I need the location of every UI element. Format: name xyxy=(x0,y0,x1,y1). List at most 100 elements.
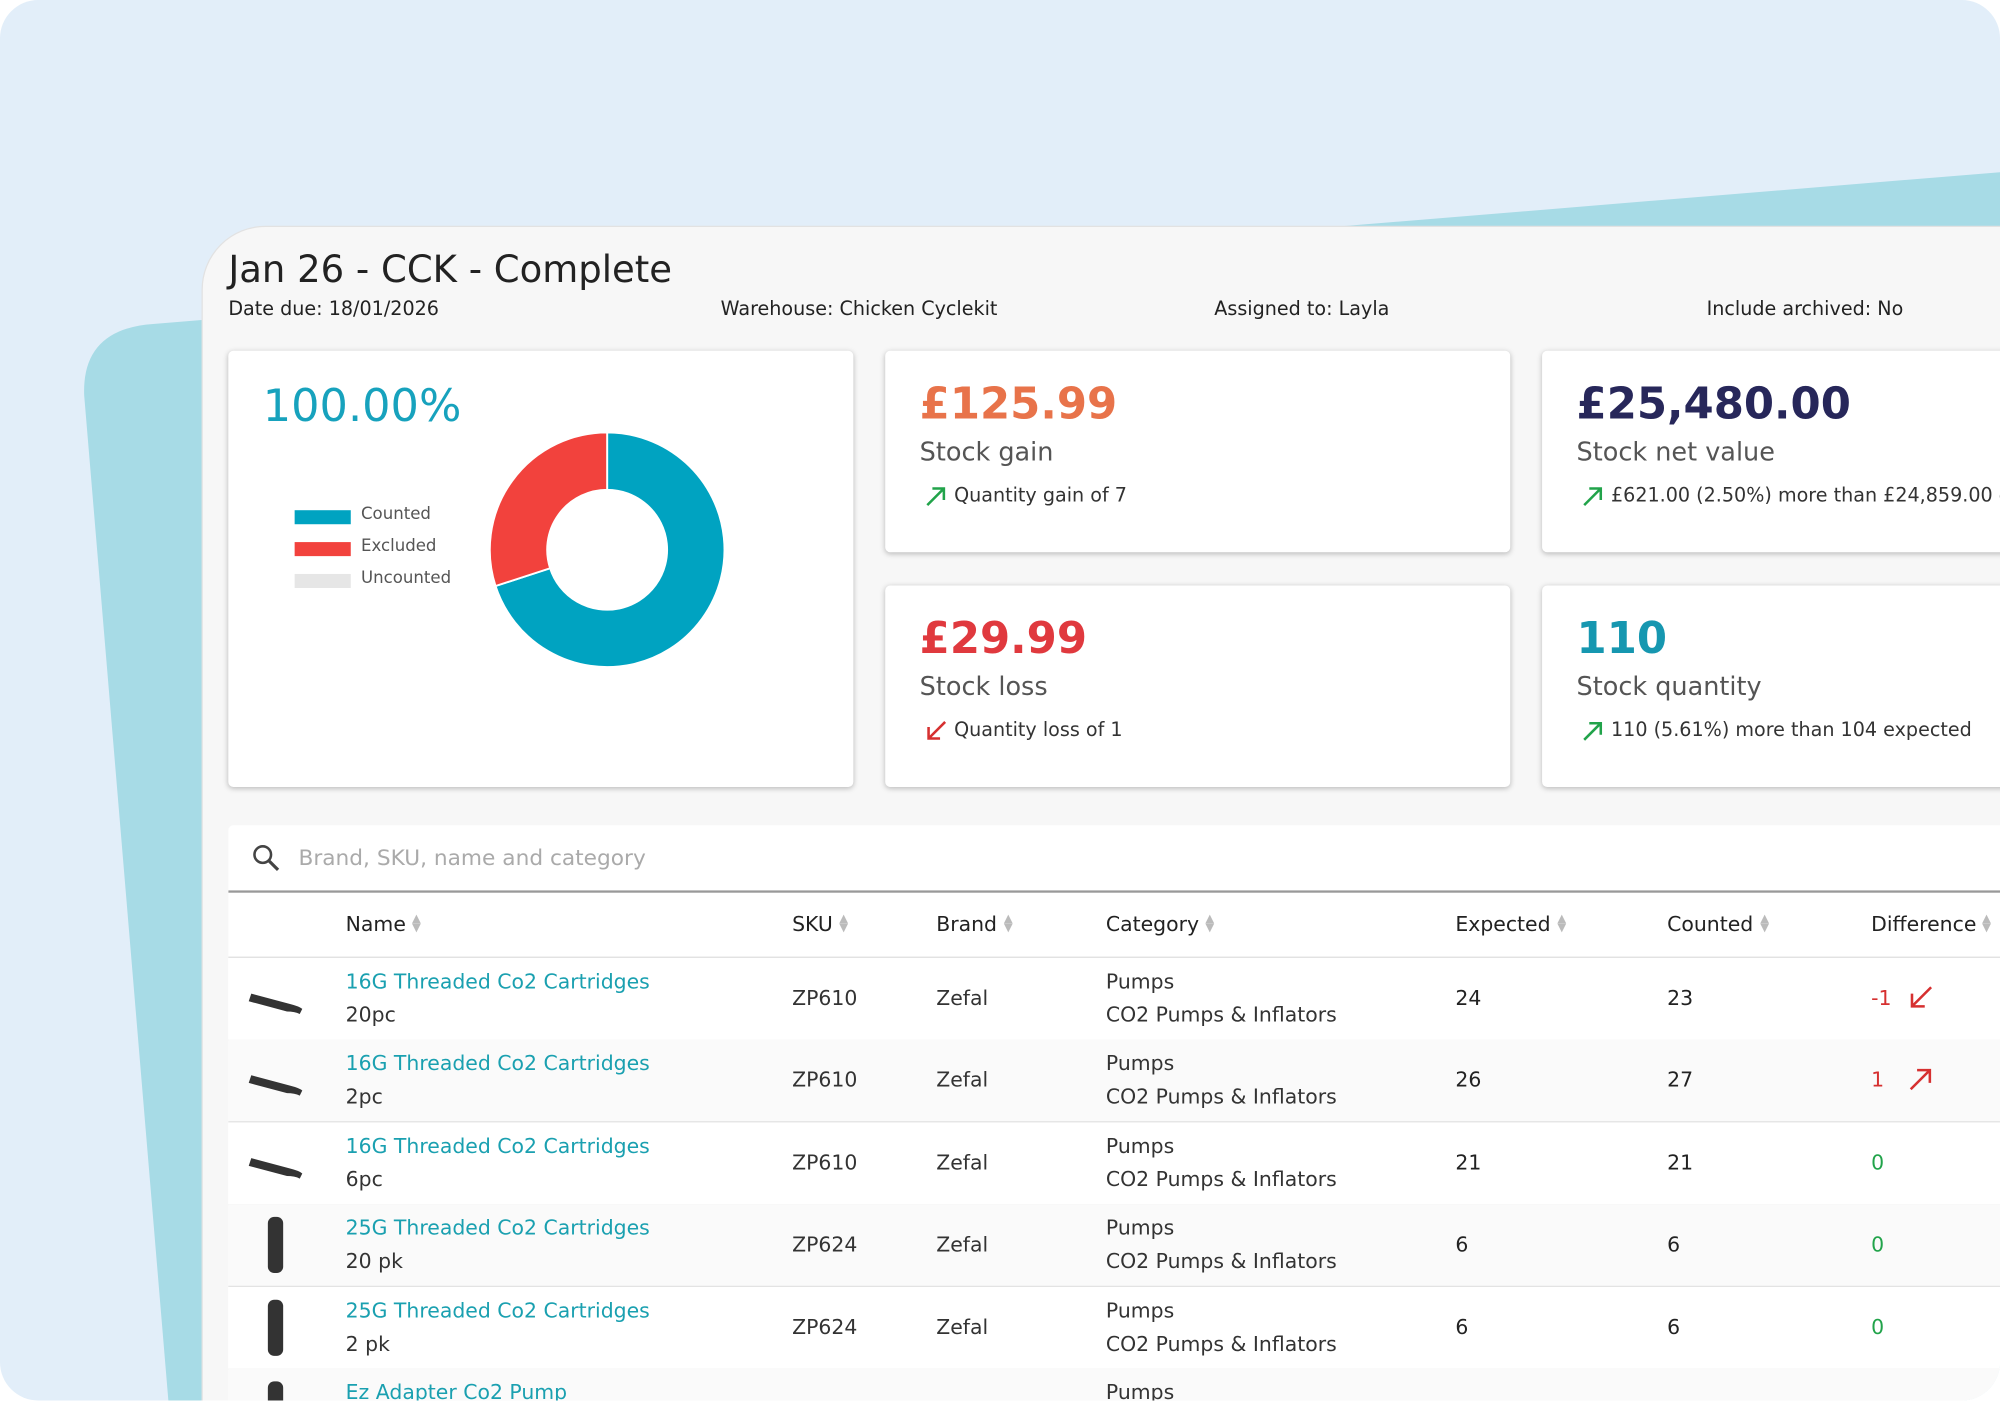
cell-expected: 24 xyxy=(1455,985,1482,1011)
cell-counted: 27 xyxy=(1667,1068,1694,1093)
search-bar: Brand, SKU, name and category xyxy=(228,825,2000,893)
product-variant: 2 pk xyxy=(345,1331,390,1356)
arrow-shape xyxy=(1909,1069,1932,1091)
product-name[interactable]: 16G Threaded Co2 Cartridges xyxy=(345,969,650,994)
donut-segment xyxy=(494,431,726,668)
progress-card: 100.00% Counted Excluded Uncounted xyxy=(228,350,854,787)
product-image xyxy=(248,993,303,1015)
cell-expected: 6 xyxy=(1455,1232,1469,1257)
cell-sku: ZP624 xyxy=(792,1232,858,1257)
column-header[interactable]: Counted xyxy=(1667,911,1754,937)
product-name[interactable]: 25G Threaded Co2 Cartridges xyxy=(345,1297,650,1323)
cell-subcategory: CO2 Pumps & Inflators xyxy=(1105,1002,1337,1027)
legend-label: Excluded xyxy=(360,536,437,557)
product-image xyxy=(248,1075,303,1097)
arrow-shape xyxy=(927,721,947,740)
product-name[interactable]: 25G Threaded Co2 Cartridges xyxy=(345,1215,650,1241)
table-header-row xyxy=(228,893,2000,958)
cell-category: Pumps xyxy=(1105,969,1175,994)
cartridge-icon xyxy=(248,1157,303,1179)
cell-category: Pumps xyxy=(1105,1133,1175,1158)
stat-note: Quantity gain of 7 xyxy=(954,483,1127,507)
trend-arrow xyxy=(1583,721,1603,741)
cartridge-icon xyxy=(267,1381,284,1401)
stat-value: £25,480.00 xyxy=(1576,378,1851,430)
stat-note: 110 (5.61%) more than 104 expected xyxy=(1610,718,1972,742)
table-row xyxy=(228,1040,2000,1123)
stat-value: £125.99 xyxy=(919,378,1118,430)
stat-label: Stock quantity xyxy=(1576,670,1762,702)
meta-archived: Include archived: No xyxy=(1706,297,1904,321)
difference-arrow xyxy=(1910,986,1933,1008)
cell-counted: 6 xyxy=(1667,1314,1681,1339)
donut-chart xyxy=(488,431,726,668)
sort-icon[interactable]: ▲ ▼ xyxy=(1760,913,1770,935)
product-variant: 20 pk xyxy=(345,1248,403,1274)
product-name[interactable]: 16G Threaded Co2 Cartridges xyxy=(345,1133,650,1158)
sort-icon[interactable]: ▲ ▼ xyxy=(1205,913,1215,935)
cell-category: Pumps xyxy=(1105,1215,1175,1241)
cartridge-icon xyxy=(248,993,303,1015)
column-header[interactable]: Category xyxy=(1105,911,1200,937)
legend-label: Counted xyxy=(360,505,431,525)
search-icon xyxy=(253,845,280,872)
cell-category: Pumps xyxy=(1105,1380,1175,1401)
column-header[interactable]: Difference xyxy=(1871,911,1977,937)
cell-difference: 0 xyxy=(1871,1232,1885,1257)
cartridge-icon xyxy=(267,1217,284,1274)
product-image xyxy=(267,1381,284,1401)
cell-expected: 21 xyxy=(1455,1150,1482,1175)
icon-part xyxy=(253,845,273,865)
cell-brand: Zefal xyxy=(936,1068,989,1093)
meta-assigned: Assigned to: Layla xyxy=(1214,297,1390,321)
sort-icon[interactable]: ▲ ▼ xyxy=(1003,913,1013,935)
cell-sku: ZP624 xyxy=(792,1314,858,1339)
sort-icon[interactable]: ▲ ▼ xyxy=(839,913,849,935)
cell-brand: Zefal xyxy=(936,1150,989,1175)
page-title: Jan 26 - CCK - Complete xyxy=(228,247,673,291)
product-image xyxy=(267,1217,284,1274)
cell-sku: ZP610 xyxy=(792,1150,858,1175)
cell-counted: 21 xyxy=(1667,1150,1694,1175)
sort-icon[interactable]: ▲ ▼ xyxy=(1557,913,1567,935)
meta-warehouse: Warehouse: Chicken Cyclekit xyxy=(720,297,998,321)
cell-difference: -1 xyxy=(1871,985,1892,1011)
trend-arrow xyxy=(927,721,947,740)
trend-arrow xyxy=(926,487,946,507)
stat-label: Stock net value xyxy=(1576,436,1775,467)
legend-swatch xyxy=(294,542,351,557)
meta-date-due: Date due: 18/01/2026 xyxy=(228,297,439,321)
sort-icon[interactable]: ▲ ▼ xyxy=(411,913,421,935)
column-header[interactable]: Name xyxy=(345,911,406,937)
sort-icon[interactable]: ▲ ▼ xyxy=(1982,913,1991,935)
legend-swatch xyxy=(294,510,351,525)
cell-brand: Zefal xyxy=(936,1232,989,1257)
search-input[interactable]: Brand, SKU, name and category xyxy=(298,845,646,872)
cell-difference: 1 xyxy=(1871,1068,1885,1093)
product-variant: 2pc xyxy=(345,1084,383,1109)
table-row xyxy=(228,1204,2000,1288)
table-row xyxy=(228,1368,2000,1401)
cell-subcategory: CO2 Pumps & Inflators xyxy=(1105,1166,1337,1192)
cell-difference: 0 xyxy=(1871,1150,1885,1175)
stat-note: £621.00 (2.50%) more than £24,859.00 exp… xyxy=(1610,483,2000,507)
product-variant: 6pc xyxy=(345,1166,383,1192)
trend-arrow xyxy=(1583,487,1603,507)
table: Name ▲ ▼ SKU ▲ ▼ Brand ▲ ▼ Category ▲ ▼ Expected ▲ ▼ Co… xyxy=(228,892,2000,1401)
legend-label: Uncounted xyxy=(360,568,452,589)
stat-card: £25,480.00 Stock net value £621.00 (2.50%)… xyxy=(1542,350,2000,553)
product-name[interactable]: 16G Threaded Co2 Cartridges xyxy=(345,1051,650,1076)
product-image xyxy=(267,1299,284,1356)
stat-note: Quantity loss of 1 xyxy=(954,718,1123,742)
stat-label: Stock loss xyxy=(919,670,1048,702)
column-header[interactable]: Brand xyxy=(936,911,998,937)
column-header[interactable]: SKU xyxy=(792,911,833,937)
stat-card: 110 Stock quantity 110 (5.61%) more than 1… xyxy=(1542,585,2000,787)
product-name[interactable]: Ez Adapter Co2 Pump xyxy=(345,1380,568,1401)
arrow-shape xyxy=(926,487,946,507)
stat-card: £29.99 Stock loss Quantity loss of 1 xyxy=(885,585,1511,787)
cartridge-icon xyxy=(267,1299,284,1356)
column-header[interactable]: Expected xyxy=(1455,911,1551,937)
